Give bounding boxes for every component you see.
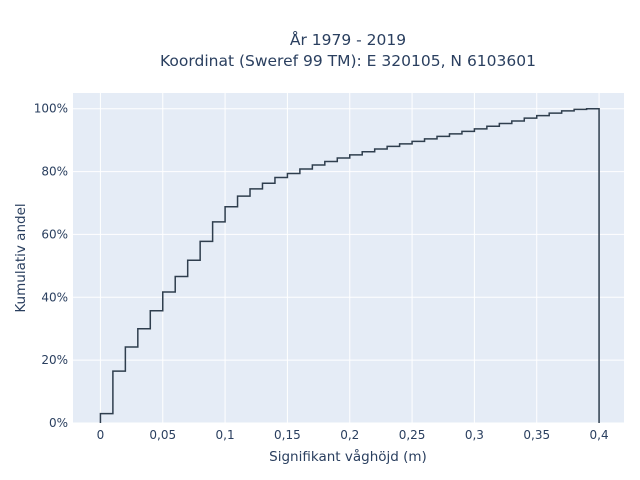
- x-tick-label: 0,05: [149, 428, 176, 442]
- y-tick-label: 40%: [41, 290, 68, 304]
- chart-title-line-1: År 1979 - 2019: [290, 30, 406, 49]
- x-tick-label: 0,1: [216, 428, 235, 442]
- y-tick-label: 100%: [34, 102, 68, 116]
- plot-background: [73, 93, 624, 423]
- x-tick-label: 0,4: [590, 428, 609, 442]
- x-tick-label: 0,15: [274, 428, 301, 442]
- x-axis-title: Signifikant våghöjd (m): [269, 448, 427, 465]
- x-tick-label: 0,25: [399, 428, 426, 442]
- x-tick-label: 0,2: [340, 428, 359, 442]
- x-tick-label: 0: [97, 428, 105, 442]
- y-axis-title: Kumulativ andel: [13, 203, 29, 312]
- chart-title-line-2: Koordinat (Sweref 99 TM): E 320105, N 61…: [160, 52, 536, 70]
- x-tick-label: 0,35: [523, 428, 550, 442]
- y-tick-label: 60%: [41, 227, 68, 241]
- step-line-series: [99, 107, 600, 423]
- x-tick-label: 0,3: [465, 428, 484, 442]
- y-tick-label: 0%: [49, 416, 68, 430]
- y-tick-label: 80%: [41, 165, 68, 179]
- x-tick-labels: 0 0,05 0,1 0,15 0,2 0,25 0,3 0,35 0,4: [97, 428, 609, 442]
- y-tick-labels: 0% 20% 40% 60% 80% 100%: [34, 102, 68, 430]
- grid-lines: [73, 93, 624, 424]
- y-tick-label: 20%: [41, 353, 68, 367]
